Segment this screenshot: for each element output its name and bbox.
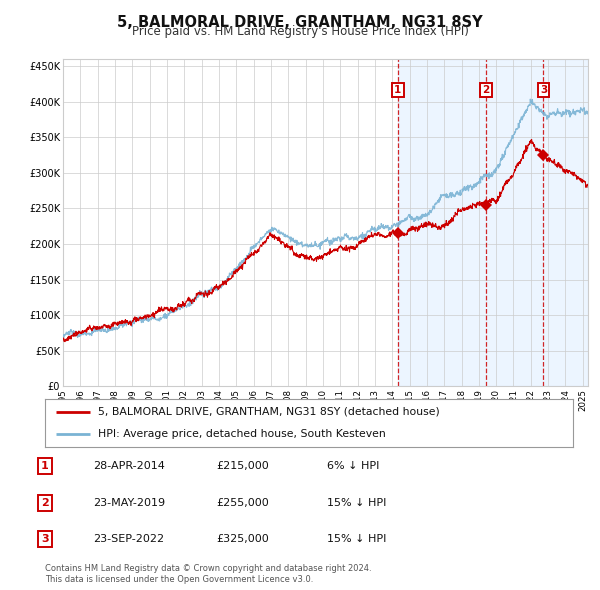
Text: 1: 1 — [394, 85, 401, 95]
Text: 3: 3 — [41, 535, 49, 544]
Text: HPI: Average price, detached house, South Kesteven: HPI: Average price, detached house, Sout… — [98, 429, 386, 439]
Text: 5, BALMORAL DRIVE, GRANTHAM, NG31 8SY: 5, BALMORAL DRIVE, GRANTHAM, NG31 8SY — [117, 15, 483, 30]
Text: 2: 2 — [41, 498, 49, 507]
Text: 28-APR-2014: 28-APR-2014 — [93, 461, 165, 471]
Bar — [398, 59, 588, 386]
Text: 3: 3 — [540, 85, 547, 95]
Text: 1: 1 — [41, 461, 49, 471]
Text: This data is licensed under the Open Government Licence v3.0.: This data is licensed under the Open Gov… — [45, 575, 313, 584]
Text: 23-MAY-2019: 23-MAY-2019 — [93, 498, 165, 507]
Text: 6% ↓ HPI: 6% ↓ HPI — [327, 461, 379, 471]
Text: £215,000: £215,000 — [216, 461, 269, 471]
Text: 23-SEP-2022: 23-SEP-2022 — [93, 535, 164, 544]
Text: £255,000: £255,000 — [216, 498, 269, 507]
Text: 5, BALMORAL DRIVE, GRANTHAM, NG31 8SY (detached house): 5, BALMORAL DRIVE, GRANTHAM, NG31 8SY (d… — [98, 407, 440, 417]
Text: £325,000: £325,000 — [216, 535, 269, 544]
Text: 2: 2 — [482, 85, 489, 95]
Text: Price paid vs. HM Land Registry's House Price Index (HPI): Price paid vs. HM Land Registry's House … — [131, 25, 469, 38]
Text: 15% ↓ HPI: 15% ↓ HPI — [327, 498, 386, 507]
Text: Contains HM Land Registry data © Crown copyright and database right 2024.: Contains HM Land Registry data © Crown c… — [45, 565, 371, 573]
Text: 15% ↓ HPI: 15% ↓ HPI — [327, 535, 386, 544]
